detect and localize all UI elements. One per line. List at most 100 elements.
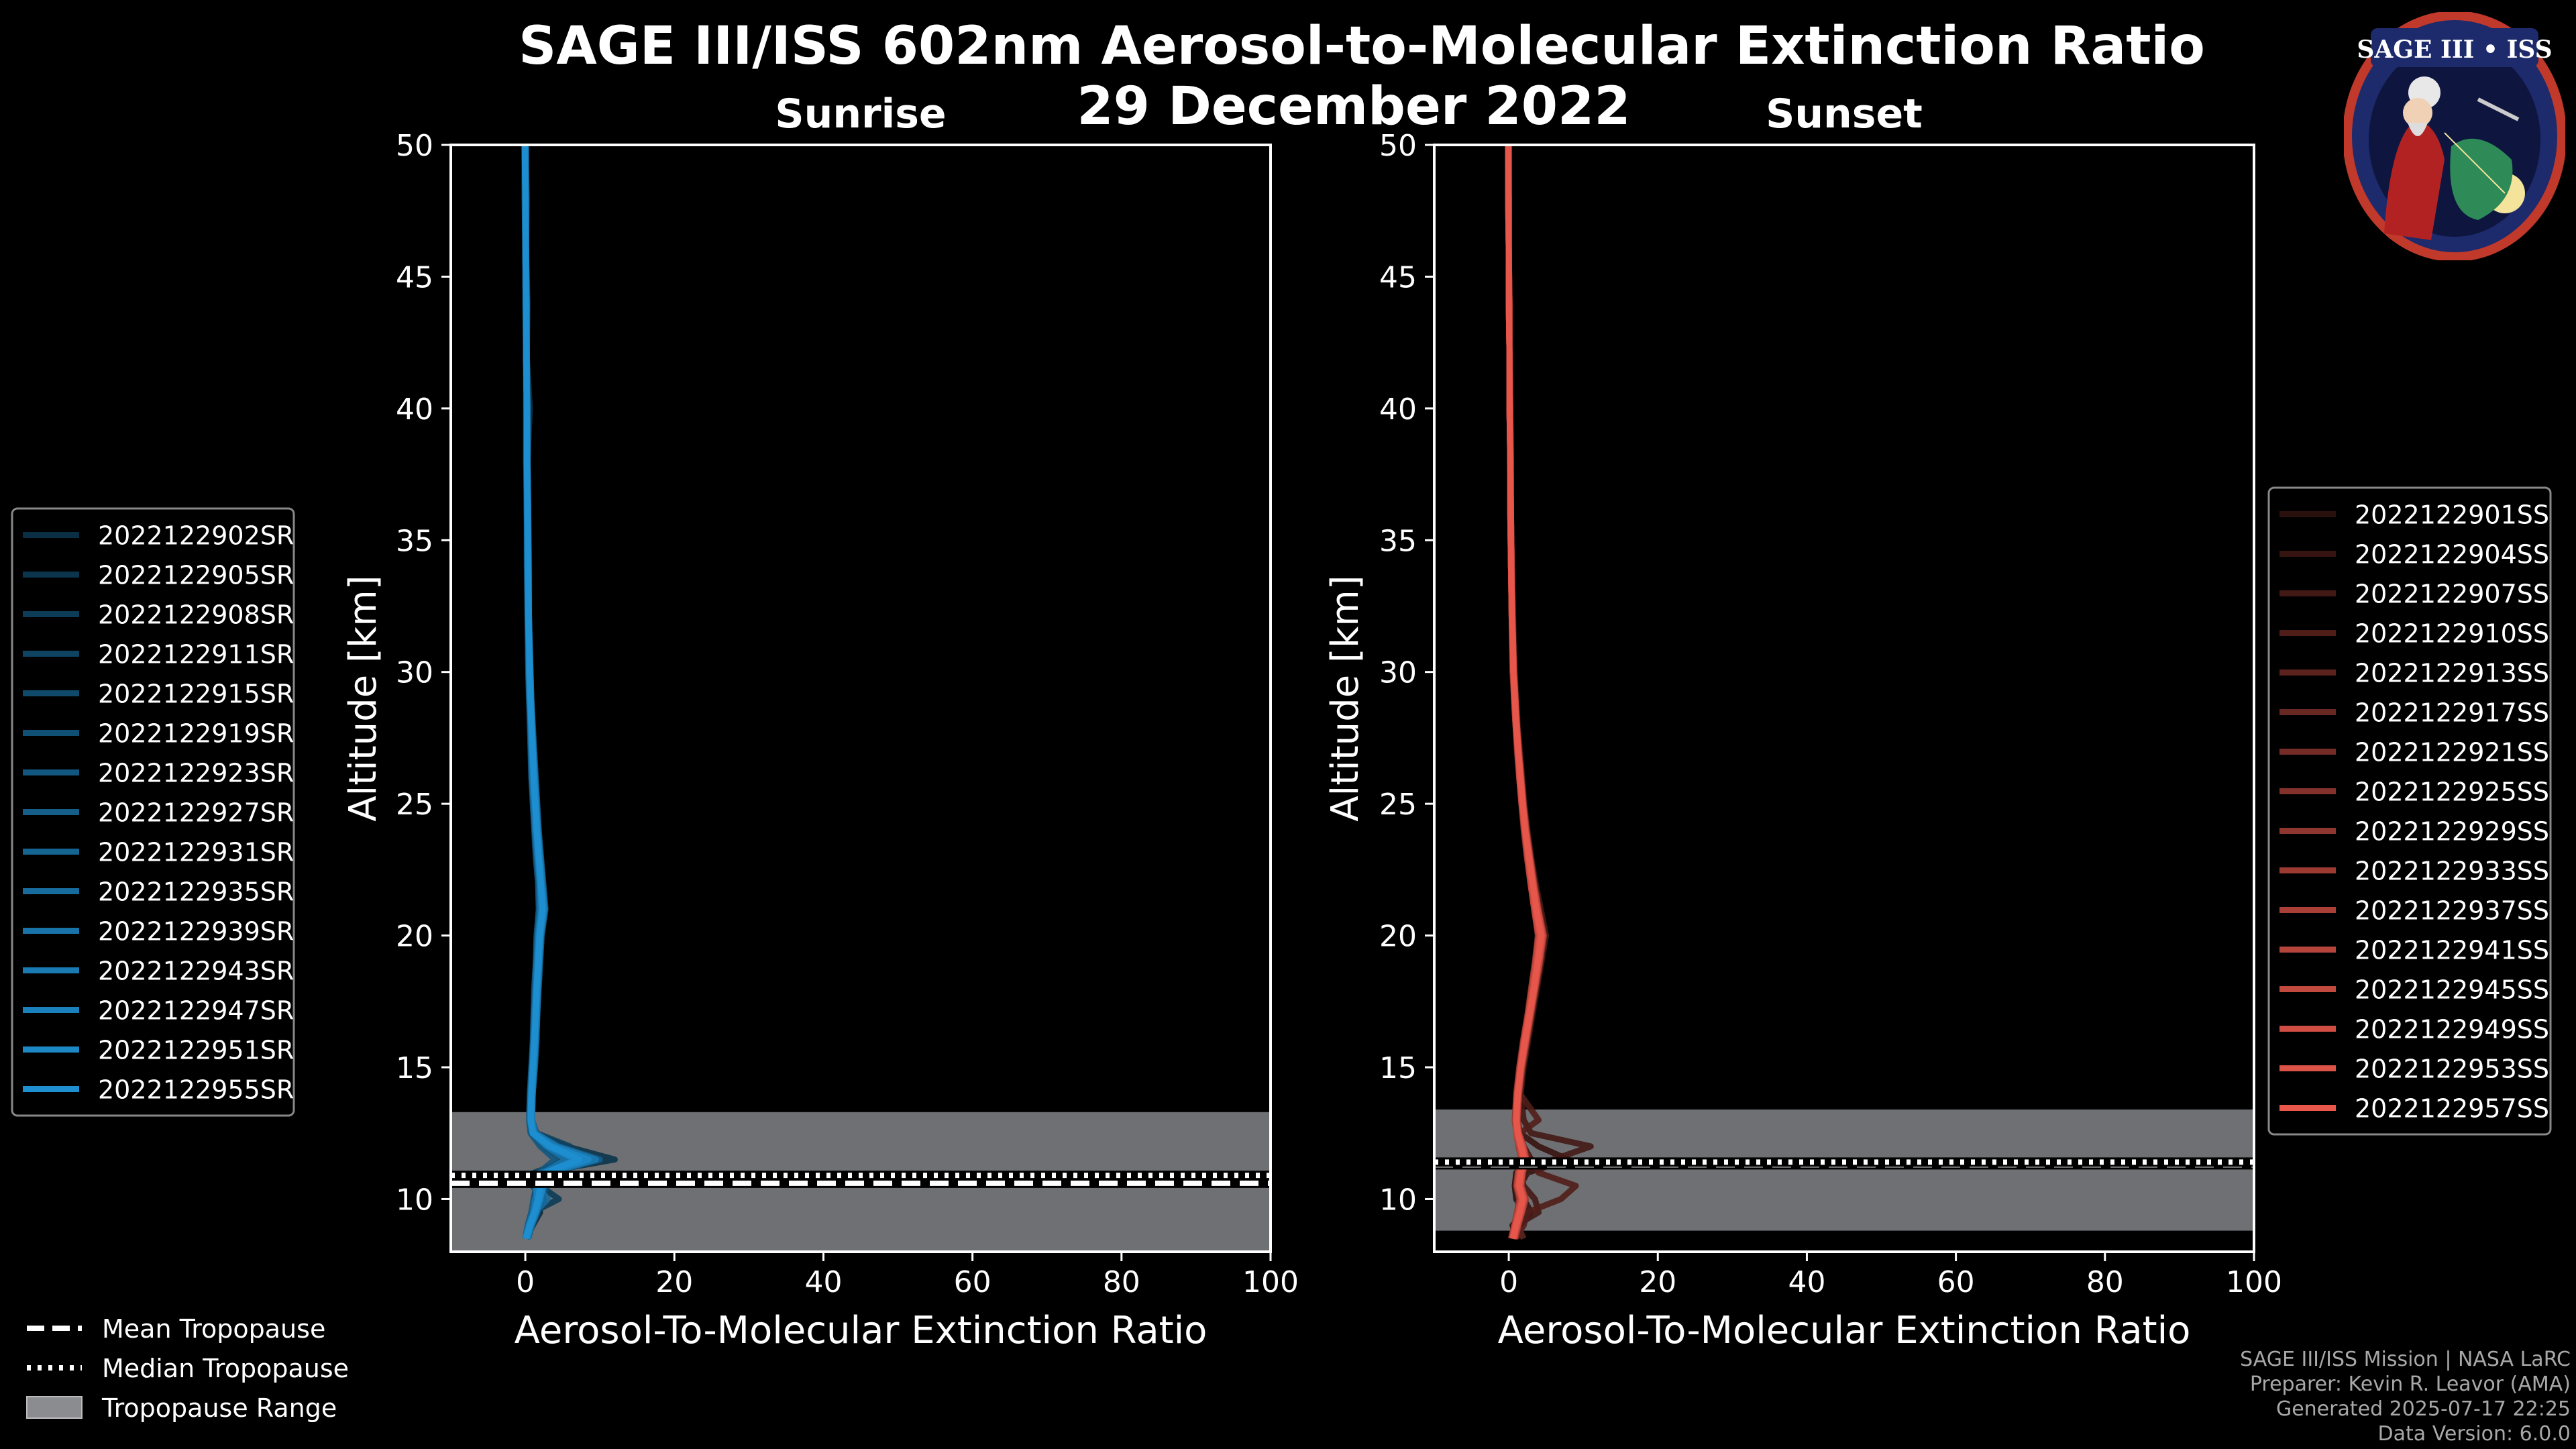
- sunset-legend-label: 2022122933SS: [2355, 857, 2549, 886]
- sunrise-profiles: [451, 145, 1271, 1240]
- sunset-xtick-label: 100: [2226, 1265, 2282, 1299]
- sunset-legend-label: 2022122921SS: [2355, 738, 2549, 767]
- sunrise-legend-label: 2022122947SR: [98, 996, 294, 1026]
- sunrise-ytick-label: 40: [396, 392, 433, 427]
- footer-credits: SAGE III/ISS Mission | NASA LaRC Prepare…: [2240, 1347, 2571, 1446]
- sunset-xtick-label: 20: [1639, 1265, 1676, 1299]
- sunrise-ytick-label: 30: [396, 656, 433, 690]
- sunrise-xlabel: Aerosol-To-Molecular Extinction Ratio: [515, 1309, 1208, 1352]
- sunset-xtick-label: 60: [1937, 1265, 1975, 1299]
- sunrise-ytick-label: 10: [396, 1183, 433, 1217]
- sunrise-xtick-label: 100: [1242, 1265, 1299, 1299]
- sunrise-ytick-label: 50: [396, 129, 433, 163]
- sunrise-legend-label: 2022122902SR: [98, 521, 294, 551]
- sunrise-legend-label: 2022122927SR: [98, 798, 294, 828]
- sunbeam-icon: [2444, 132, 2506, 194]
- footer-generated: Generated 2025-07-17 22:25: [2275, 1397, 2571, 1421]
- sunrise-legend-label: 2022122955SR: [98, 1075, 294, 1105]
- sunrise-axes-frame: [449, 144, 1272, 1253]
- patch-title: SAGE III • ISS: [2357, 36, 2552, 64]
- tropopause-legend: Mean Tropopause Median Tropopause Tropopau…: [26, 1314, 349, 1423]
- sunset-legend-label: 2022122957SS: [2355, 1094, 2549, 1124]
- sunrise-ylabel: Altitude [km]: [341, 575, 385, 821]
- sunset-legend-label: 2022122910SS: [2355, 619, 2549, 649]
- sunrise-ytick-label: 20: [396, 920, 433, 954]
- sunset-legend-label: 2022122907SS: [2355, 580, 2549, 609]
- profile-2022122955SR: [521, 145, 582, 1240]
- sunset-legend-label: 2022122953SS: [2355, 1055, 2549, 1084]
- iss-icon: [2477, 97, 2520, 121]
- sunset-legend-frame: [2267, 486, 2552, 1136]
- sunrise-ytick-label: 35: [396, 524, 433, 558]
- sunset-ytick-label: 20: [1379, 920, 1417, 954]
- figure-title: SAGE III/ISS 602nm Aerosol-to-Molecular …: [519, 16, 2205, 76]
- astronomer-robe-icon: [2384, 119, 2445, 240]
- sunrise-xtick-label: 0: [516, 1265, 535, 1299]
- sunrise-legend-label: 2022122908SR: [98, 600, 294, 630]
- sunrise-title: Sunrise: [775, 91, 946, 138]
- sunset-plot-area: [1434, 145, 2254, 1252]
- figure-date: 29 December 2022: [1077, 76, 1630, 137]
- tropopause-legend-label: Median Tropopause: [102, 1354, 349, 1383]
- sunrise-axes: 0 20 40 60 80 100 10 15 20 25 30 35 40 45 50: [396, 129, 1299, 1299]
- sunset-xlabel: Aerosol-To-Molecular Extinction Ratio: [1498, 1309, 2191, 1352]
- sunset-ytick-label: 30: [1379, 656, 1417, 690]
- sunset-legend-label: 2022122901SS: [2355, 500, 2549, 530]
- sunset-legend-label: 2022122937SS: [2355, 896, 2549, 926]
- sunset-legend-label: 2022122917SS: [2355, 698, 2549, 728]
- sunrise-legend-label: 2022122943SR: [98, 957, 294, 986]
- sunset-profiles: [1434, 145, 2254, 1240]
- sunset-legend-label: 2022122949SS: [2355, 1015, 2549, 1044]
- sunset-title: Sunset: [1766, 91, 1923, 138]
- sunset-tropopause-layer: [1434, 1109, 2254, 1231]
- sunrise-xtick-label: 20: [655, 1265, 693, 1299]
- tropopause-legend-label: Mean Tropopause: [102, 1314, 325, 1344]
- sunset-ylabel: Altitude [km]: [1324, 575, 1367, 821]
- legend-range-swatch: [26, 1396, 83, 1419]
- sunrise-xtick-label: 60: [954, 1265, 991, 1299]
- earth-icon: [2450, 138, 2513, 220]
- sunset-legend-label: 2022122913SS: [2355, 659, 2549, 688]
- sunrise-legend: 2022122902SR 2022122905SR 2022122908SR 2022…: [11, 507, 295, 1117]
- sunset-ytick-label: 35: [1379, 524, 1417, 558]
- sunset-ytick-label: 40: [1379, 392, 1417, 427]
- astronomer-face-icon: [2403, 98, 2432, 127]
- footer-mission: SAGE III/ISS Mission | NASA LaRC: [2240, 1348, 2571, 1371]
- sunrise-ytick-label: 25: [396, 788, 433, 822]
- sunset-axes-frame: [1433, 144, 2255, 1253]
- sunset-panel: Sunset 0 20 40 60 80 100 10 15 20 25 30 35 40 45 50 Ae…: [1324, 91, 2282, 1352]
- sunrise-panel: Sunrise 0 20 40 60 80 100 10 15 20 25 30 35 40 45 50 A…: [341, 91, 1299, 1352]
- sunset-legend-label: 2022122929SS: [2355, 817, 2549, 847]
- sunset-ytick-label: 15: [1379, 1051, 1417, 1085]
- sunset-legend-label: 2022122945SS: [2355, 975, 2549, 1005]
- sunrise-xtick-label: 80: [1103, 1265, 1140, 1299]
- sunset-xtick-label: 0: [1499, 1265, 1518, 1299]
- sunrise-ytick-label: 45: [396, 260, 433, 294]
- sunset-legend: 2022122901SS 2022122904SS 2022122907SS 2022…: [2267, 486, 2552, 1136]
- sunrise-legend-label: 2022122939SR: [98, 917, 294, 947]
- sunset-tropopause-range: [1434, 1109, 2254, 1231]
- sunrise-plot-area: [451, 145, 1271, 1252]
- sunrise-xtick-label: 40: [804, 1265, 842, 1299]
- tropopause-legend-label: Tropopause Range: [101, 1393, 337, 1423]
- sunrise-legend-label: 2022122911SR: [98, 640, 294, 669]
- sunrise-legend-label: 2022122951SR: [98, 1036, 294, 1065]
- sunrise-legend-label: 2022122923SR: [98, 759, 294, 788]
- sunset-legend-label: 2022122904SS: [2355, 540, 2549, 570]
- astronomer-beard-icon: [2408, 123, 2428, 136]
- footer-version: Data Version: 6.0.0: [2377, 1422, 2571, 1446]
- sunset-ytick-label: 25: [1379, 788, 1417, 822]
- sunset-xtick-label: 80: [2086, 1265, 2124, 1299]
- sunset-xtick-label: 40: [1788, 1265, 1825, 1299]
- sunset-ytick-label: 45: [1379, 260, 1417, 294]
- sunrise-legend-label: 2022122931SR: [98, 838, 294, 867]
- sunrise-legend-label: 2022122915SR: [98, 680, 294, 709]
- sunset-ytick-label: 50: [1379, 129, 1417, 163]
- sunrise-ytick-label: 15: [396, 1051, 433, 1085]
- sunset-axes: 0 20 40 60 80 100 10 15 20 25 30 35 40 45 50: [1379, 129, 2282, 1299]
- sunrise-legend-label: 2022122919SR: [98, 719, 294, 749]
- sunrise-legend-frame: [11, 507, 295, 1117]
- mission-patch-logo: SAGE III • ISS: [2344, 12, 2565, 260]
- footer-preparer: Preparer: Kevin R. Leavor (AMA): [2249, 1373, 2571, 1396]
